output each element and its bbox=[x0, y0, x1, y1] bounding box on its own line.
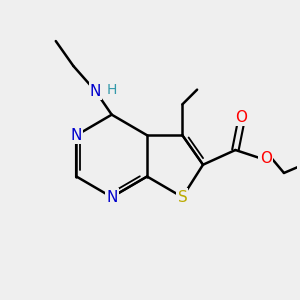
Text: N: N bbox=[71, 128, 82, 143]
Text: O: O bbox=[235, 110, 247, 125]
Text: N: N bbox=[90, 84, 101, 99]
Text: O: O bbox=[260, 151, 272, 166]
Text: S: S bbox=[178, 190, 187, 205]
Text: N: N bbox=[106, 190, 117, 205]
Text: H: H bbox=[106, 82, 117, 97]
